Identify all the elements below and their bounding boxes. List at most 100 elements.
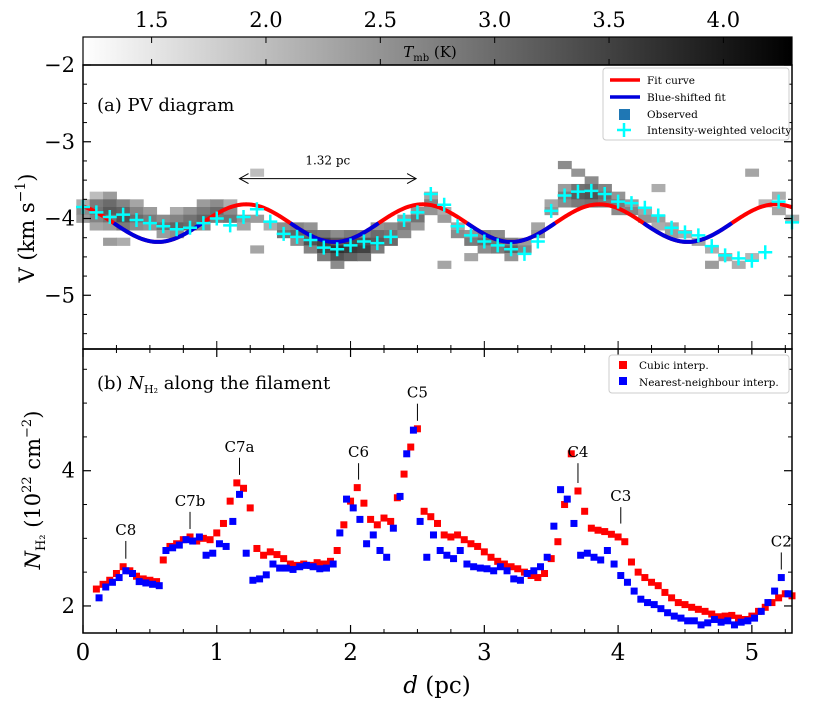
heatmap-cell — [103, 237, 117, 246]
heatmap-cell — [504, 253, 519, 262]
density-point — [142, 579, 150, 587]
panel-b-x-tick-label: 3 — [477, 640, 492, 666]
density-point — [627, 558, 635, 566]
density-point — [777, 574, 785, 582]
velocity-marker — [397, 213, 412, 228]
heatmap-cell — [223, 207, 238, 216]
velocity-marker — [249, 202, 264, 217]
density-point — [383, 553, 391, 561]
core-label: C2 — [771, 532, 792, 550]
panel-a-y-label: V (km s−1) — [13, 174, 39, 284]
heatmap-cell — [611, 207, 626, 216]
density-point — [229, 517, 237, 525]
density-point — [289, 565, 297, 573]
core-label: C7a — [225, 438, 255, 456]
density-point — [500, 560, 508, 568]
density-point — [621, 538, 629, 546]
density-point — [269, 560, 277, 568]
density-point — [403, 450, 411, 458]
velocity-marker — [691, 228, 706, 243]
heatmap-cell — [771, 207, 786, 216]
density-point — [115, 574, 123, 582]
heatmap-cell — [196, 199, 211, 208]
density-point — [447, 533, 455, 541]
density-point — [617, 572, 625, 580]
core-label: C4 — [567, 443, 588, 461]
density-point — [396, 492, 404, 500]
velocity-marker — [156, 219, 171, 234]
velocity-marker — [504, 242, 519, 257]
velocity-marker — [142, 216, 157, 231]
heatmap-cell — [357, 253, 372, 262]
velocity-marker — [637, 200, 652, 215]
core-label: C8 — [115, 521, 136, 539]
core-label: C3 — [610, 487, 631, 505]
velocity-marker — [343, 238, 358, 253]
density-point — [193, 537, 201, 545]
density-point — [557, 486, 565, 494]
density-point — [450, 555, 458, 563]
density-point — [416, 517, 424, 525]
density-point — [373, 521, 381, 529]
heatmap-cell — [437, 214, 452, 223]
heatmap-cell — [129, 207, 144, 216]
density-point — [668, 594, 676, 602]
velocity-marker — [437, 197, 452, 212]
heatmap-cell — [303, 245, 318, 254]
heatmap-cell — [410, 222, 425, 231]
legend-intensity-velocity-swatch — [617, 123, 631, 137]
velocity-marker — [183, 220, 198, 235]
density-point — [784, 590, 792, 598]
velocity-marker — [370, 236, 385, 251]
velocity-marker — [169, 222, 184, 237]
velocity-marker — [236, 209, 251, 224]
legend-blue-shifted-label: Blue-shifted fit — [647, 92, 726, 104]
velocity-marker — [463, 228, 478, 243]
core-label: C5 — [407, 384, 428, 402]
density-point — [387, 517, 395, 525]
density-point — [597, 556, 605, 564]
density-point — [249, 576, 257, 584]
density-point — [728, 611, 736, 619]
heatmap-cell — [223, 199, 238, 208]
density-point — [714, 613, 722, 621]
density-point — [574, 487, 582, 495]
density-point — [730, 621, 738, 629]
density-point — [195, 533, 203, 541]
heatmap-cell — [544, 199, 559, 208]
density-point — [128, 569, 136, 577]
density-point — [514, 565, 522, 573]
legend-fit-curve-label: Fit curve — [647, 75, 695, 87]
density-point — [577, 551, 585, 559]
panel-b-x-tick-label: 2 — [343, 640, 358, 666]
heatmap-cell — [557, 183, 572, 193]
panel-b-x-label: d (pc) — [403, 673, 471, 699]
legend-cubic-label: Cubic interp. — [639, 360, 709, 372]
heatmap-cell — [89, 222, 104, 231]
heatmap-cell — [477, 245, 492, 254]
heatmap-cell — [357, 245, 372, 254]
density-point — [262, 571, 270, 579]
velocity-marker — [196, 216, 211, 231]
heatmap-cell — [116, 222, 131, 231]
density-point — [347, 497, 355, 505]
density-point — [510, 575, 518, 583]
density-point — [409, 426, 417, 434]
colorbar-gradient — [83, 37, 792, 65]
density-point — [661, 588, 669, 596]
velocity-marker — [290, 229, 305, 244]
density-point — [242, 549, 250, 557]
colorbar-tick-label: 2.0 — [249, 8, 282, 32]
density-point — [670, 612, 678, 620]
density-point — [704, 619, 712, 627]
density-point — [420, 507, 428, 515]
density-point — [503, 567, 511, 575]
density-point — [490, 567, 498, 575]
density-point — [764, 599, 772, 607]
heatmap-cell — [450, 230, 465, 239]
density-point — [470, 563, 478, 571]
velocity-marker — [597, 186, 612, 201]
heatmap-cell — [758, 199, 773, 208]
heatmap-cell — [116, 237, 131, 246]
density-point — [367, 515, 375, 523]
